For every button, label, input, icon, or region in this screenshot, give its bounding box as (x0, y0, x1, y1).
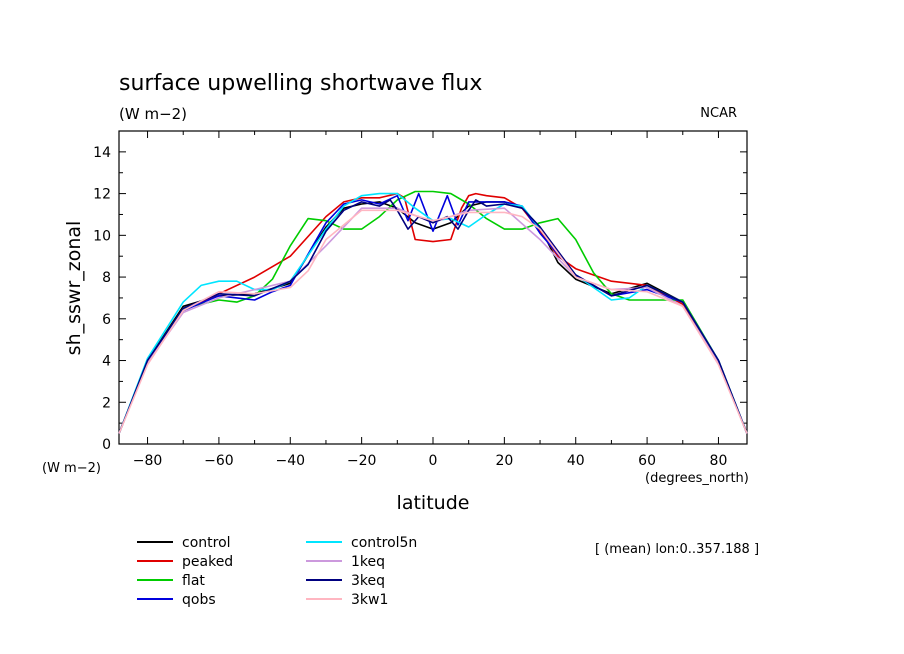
series-line-peaked (118, 192, 748, 434)
x-tick-label: 80 (710, 453, 728, 469)
mean-annotation: [ (mean) lon:0..357.188 ] (595, 542, 759, 557)
y-tick-label: 12 (93, 187, 111, 203)
series-line-3keq (118, 199, 748, 434)
series-line-3kw1 (118, 209, 748, 434)
legend-label-1keq: 1keq (351, 554, 385, 570)
legend-label-peaked: peaked (182, 554, 233, 570)
x-tick-label: −40 (275, 453, 305, 469)
legend-label-3keq: 3keq (351, 573, 385, 589)
corner-label: NCAR (700, 106, 737, 121)
x-axis-label: latitude (397, 492, 470, 514)
x-tick-label: −20 (347, 453, 377, 469)
x-tick-label: 20 (495, 453, 513, 469)
y-units-label: (W m−2) (42, 461, 101, 476)
x-axis: −80 −60 −40 −20 0 20 40 60 80 (133, 131, 728, 469)
y-axis-label: sh_sswr_zonal (63, 221, 85, 356)
y-tick-label: 0 (102, 437, 111, 453)
x-tick-label: 40 (567, 453, 585, 469)
x-units-label: (degrees_north) (645, 471, 749, 486)
x-tick-label: 0 (429, 453, 438, 469)
y-tick-label: 10 (93, 228, 111, 244)
y-tick-label: 8 (102, 270, 111, 286)
legend-label-qobs: qobs (182, 592, 216, 608)
y-tick-label: 2 (102, 395, 111, 411)
x-tick-label: −60 (204, 453, 234, 469)
legend-label-control5n: control5n (351, 535, 417, 551)
series-line-flat (118, 190, 748, 434)
series-line-qobs (118, 192, 748, 434)
legend-label-flat: flat (182, 573, 205, 589)
legend-label-control: control (182, 535, 231, 551)
series-line-control5n (118, 192, 748, 434)
y-tick-label: 6 (102, 312, 111, 328)
series-line-control (118, 201, 748, 434)
y-tick-label: 14 (93, 145, 111, 161)
x-tick-label: 60 (638, 453, 656, 469)
y-tick-label: 4 (102, 354, 111, 370)
chart-units: (W m−2) (119, 105, 187, 123)
y-axis: 0 2 4 6 8 10 12 14 (93, 130, 747, 453)
legend: control peaked flat qobs control5n 1keq 3keq 3k… (137, 535, 417, 608)
chart-title: surface upwelling shortwave flux (119, 71, 482, 96)
x-tick-label: −80 (133, 453, 163, 469)
plot-lines (118, 190, 748, 434)
legend-label-3kw1: 3kw1 (351, 592, 388, 608)
